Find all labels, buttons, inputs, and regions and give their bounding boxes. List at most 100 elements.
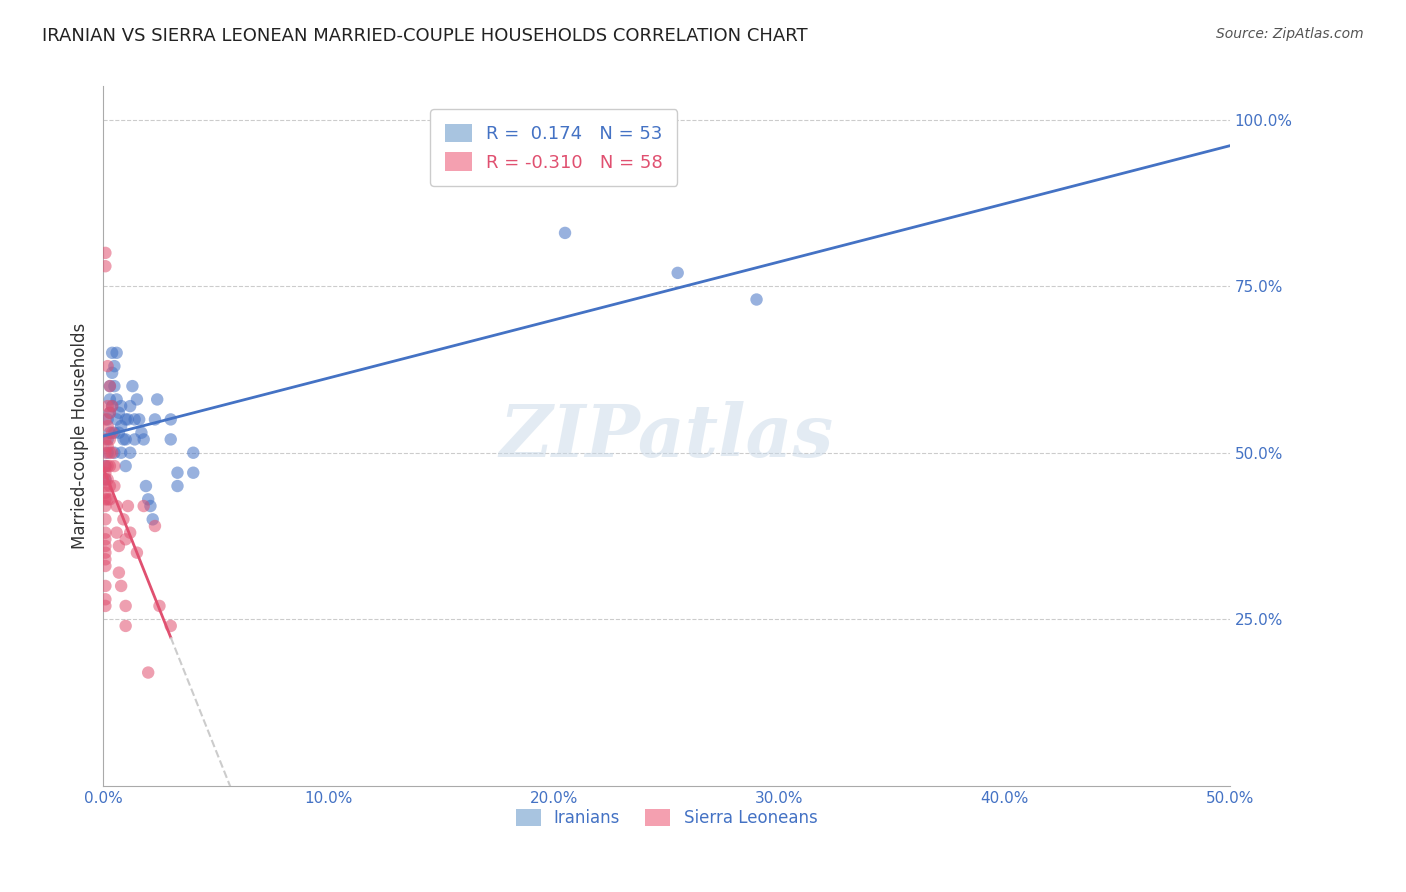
Point	[94, 472, 117, 486]
Point	[117, 412, 139, 426]
Point	[114, 458, 136, 473]
Point	[97, 359, 120, 373]
Point	[98, 379, 121, 393]
Point	[117, 499, 139, 513]
Point	[94, 546, 117, 560]
Point	[114, 599, 136, 613]
Point	[136, 665, 159, 680]
Point	[97, 458, 120, 473]
Point	[103, 425, 125, 440]
Point	[114, 433, 136, 447]
Text: ZIPatlas: ZIPatlas	[499, 401, 834, 472]
Point	[101, 399, 124, 413]
Point	[97, 446, 120, 460]
Point	[143, 519, 166, 533]
Point	[94, 479, 117, 493]
Point	[94, 458, 117, 473]
Point	[98, 479, 121, 493]
Point	[103, 458, 125, 473]
Point	[97, 419, 120, 434]
Point	[98, 392, 121, 407]
Point	[94, 458, 117, 473]
Point	[101, 425, 124, 440]
Point	[94, 533, 117, 547]
Point	[94, 433, 117, 447]
Point	[181, 446, 204, 460]
Point	[94, 525, 117, 540]
Point	[110, 419, 132, 434]
Point	[554, 226, 576, 240]
Point	[97, 439, 120, 453]
Point	[114, 619, 136, 633]
Point	[98, 492, 121, 507]
Point	[98, 458, 121, 473]
Point	[94, 539, 117, 553]
Point	[94, 412, 117, 426]
Point	[120, 446, 142, 460]
Point	[94, 558, 117, 573]
Point	[110, 579, 132, 593]
Point	[105, 412, 128, 426]
Point	[166, 466, 188, 480]
Point	[112, 433, 135, 447]
Point	[94, 492, 117, 507]
Point	[124, 412, 146, 426]
Point	[110, 446, 132, 460]
Point	[98, 433, 121, 447]
Point	[94, 499, 117, 513]
Point	[97, 492, 120, 507]
Point	[97, 433, 120, 447]
Point	[132, 499, 155, 513]
Point	[142, 512, 165, 526]
Point	[94, 552, 117, 566]
Point	[105, 346, 128, 360]
Point	[101, 399, 124, 413]
Point	[94, 472, 117, 486]
Point	[124, 433, 146, 447]
Point	[148, 599, 170, 613]
Point	[103, 359, 125, 373]
Point	[97, 412, 120, 426]
Point	[94, 246, 117, 260]
Point	[114, 533, 136, 547]
Point	[159, 412, 181, 426]
Point	[98, 406, 121, 420]
Point	[114, 412, 136, 426]
Point	[745, 293, 768, 307]
Point	[94, 446, 117, 460]
Point	[103, 446, 125, 460]
Point	[146, 392, 169, 407]
Point	[97, 472, 120, 486]
Point	[135, 479, 157, 493]
Point	[159, 433, 181, 447]
Point	[94, 485, 117, 500]
Point	[105, 525, 128, 540]
Point	[101, 446, 124, 460]
Point	[94, 592, 117, 607]
Point	[94, 599, 117, 613]
Point	[120, 525, 142, 540]
Text: IRANIAN VS SIERRA LEONEAN MARRIED-COUPLE HOUSEHOLDS CORRELATION CHART: IRANIAN VS SIERRA LEONEAN MARRIED-COUPLE…	[42, 27, 808, 45]
Point	[101, 366, 124, 380]
Point	[105, 499, 128, 513]
Point	[120, 399, 142, 413]
Point	[125, 546, 148, 560]
Point	[666, 266, 689, 280]
Point	[136, 492, 159, 507]
Point	[125, 392, 148, 407]
Point	[98, 379, 121, 393]
Y-axis label: Married-couple Households: Married-couple Households	[72, 323, 89, 549]
Point	[181, 466, 204, 480]
Point	[103, 379, 125, 393]
Legend: Iranians, Sierra Leoneans: Iranians, Sierra Leoneans	[509, 802, 824, 833]
Point	[94, 512, 117, 526]
Point	[108, 566, 131, 580]
Point	[121, 379, 143, 393]
Point	[159, 619, 181, 633]
Point	[94, 259, 117, 273]
Point	[103, 479, 125, 493]
Point	[101, 346, 124, 360]
Point	[139, 499, 162, 513]
Point	[108, 425, 131, 440]
Text: Source: ZipAtlas.com: Source: ZipAtlas.com	[1216, 27, 1364, 41]
